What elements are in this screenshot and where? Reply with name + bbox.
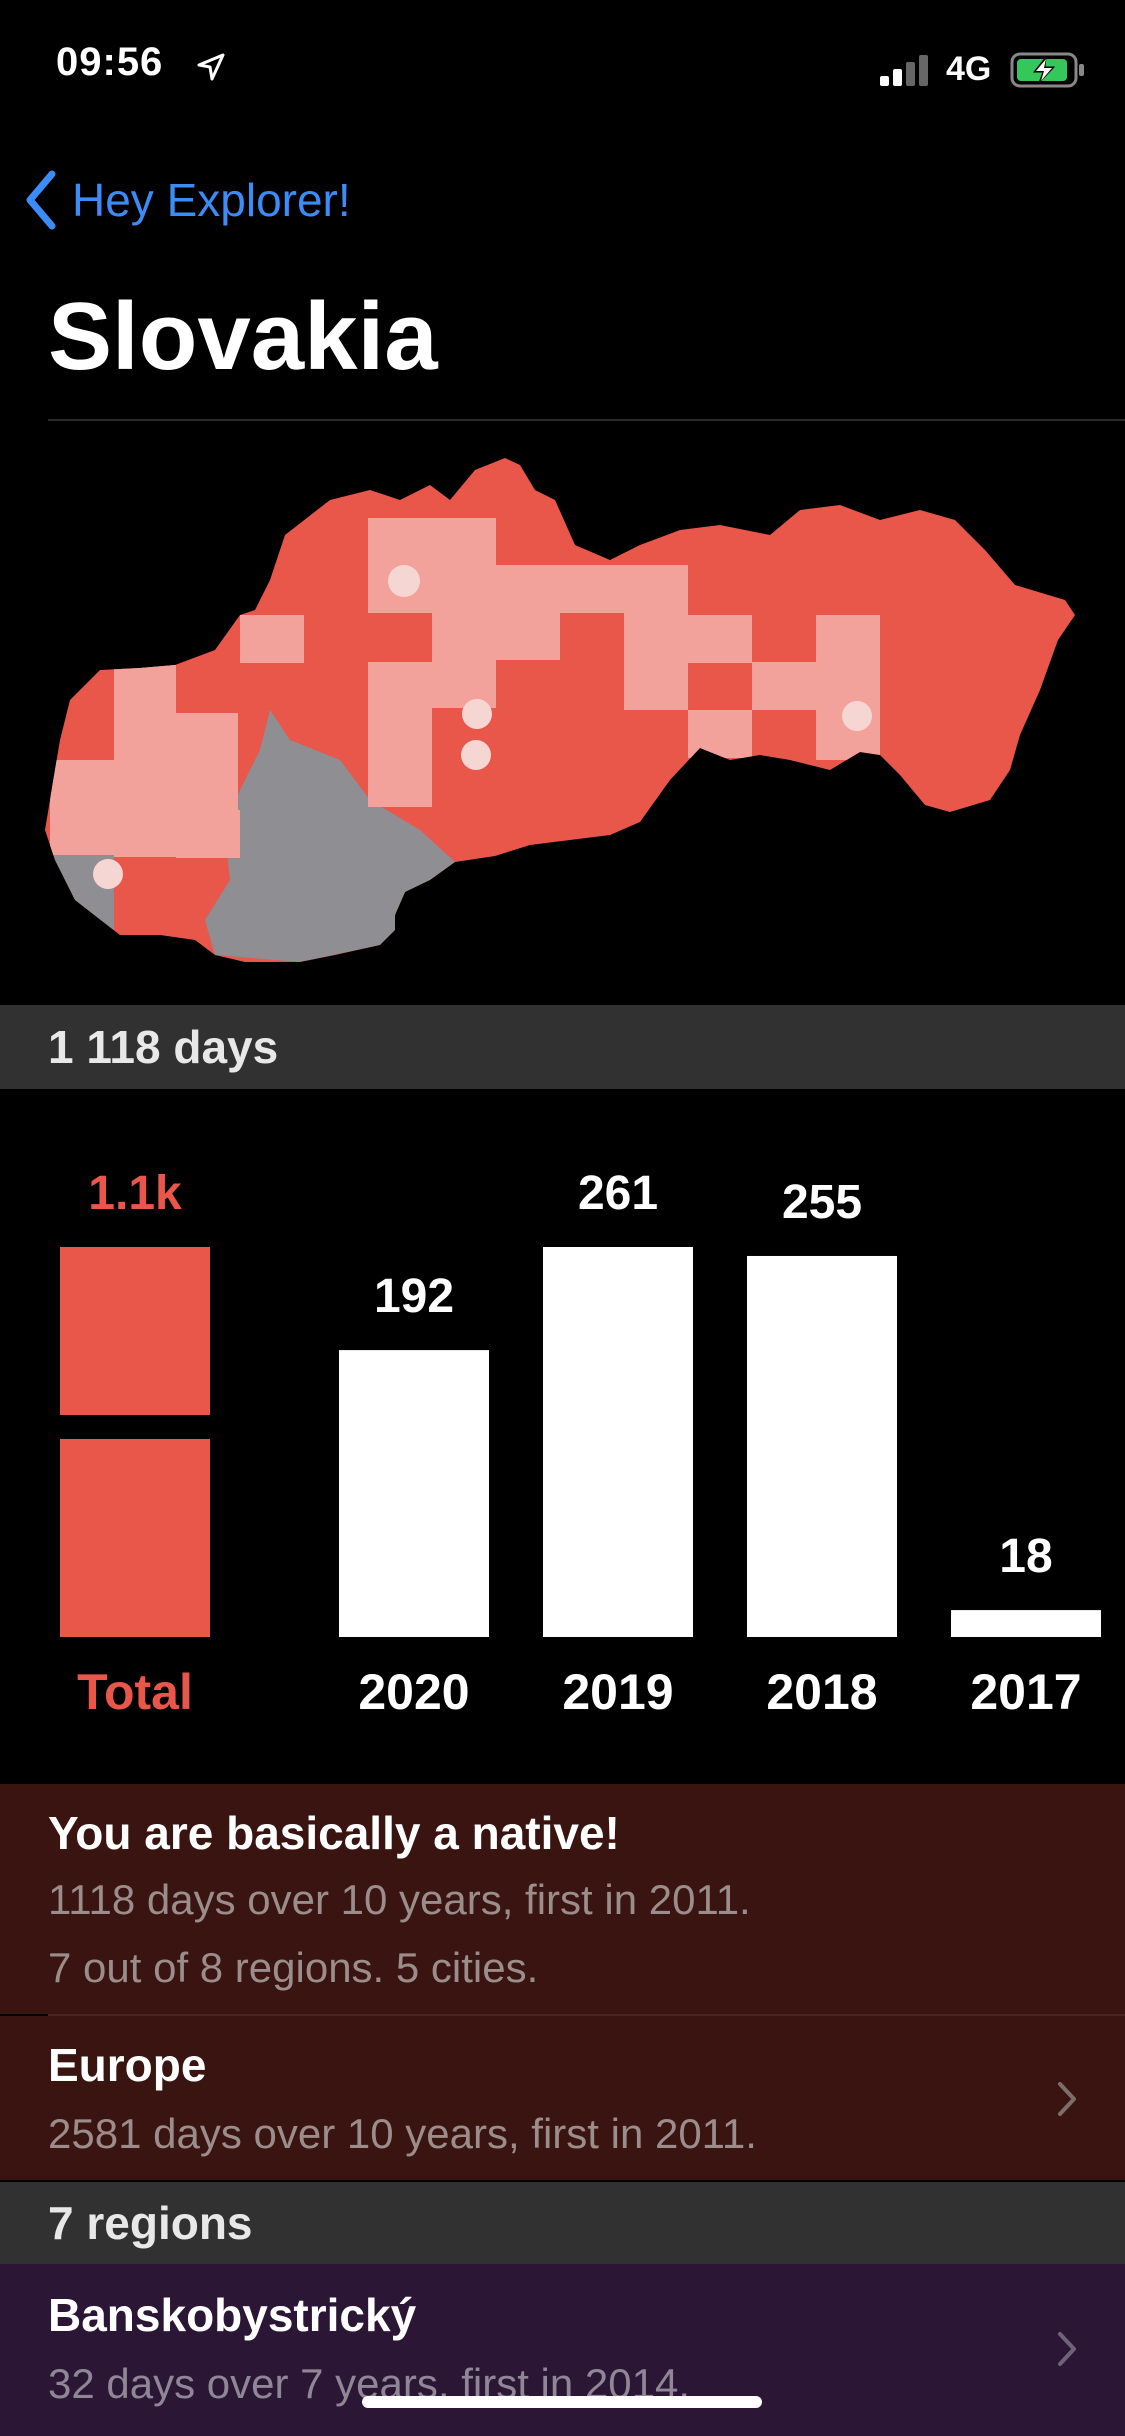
- chevron-right-icon: [1058, 2082, 1076, 2116]
- value-label-2019: 261: [578, 1167, 658, 1220]
- country-map[interactable]: [40, 448, 1085, 978]
- bar-2020: [339, 1350, 489, 1637]
- network-type: 4G: [946, 50, 992, 88]
- region-title: Banskobystrický: [48, 2289, 417, 2341]
- days-section-header: 1 118 days: [0, 1005, 1125, 1089]
- bar-2019: [543, 1247, 693, 1637]
- category-label-2018: 2018: [766, 1664, 877, 1720]
- chevron-left-icon: [26, 170, 56, 230]
- category-label-2020: 2020: [358, 1664, 469, 1720]
- summary-detail-regions: 7 out of 8 regions. 5 cities.: [48, 1944, 539, 1991]
- europe-row[interactable]: [0, 2016, 1125, 2180]
- days-bar-chart[interactable]: 1.1k Total 192 2020 261 2019 255 2018 18 2017: [0, 1112, 1125, 1752]
- page-title: Slovakia: [48, 283, 438, 390]
- value-label-2017: 18: [999, 1530, 1052, 1583]
- bar-2018: [747, 1255, 897, 1637]
- bar-2017: [951, 1610, 1101, 1637]
- chevron-right-icon: [1058, 2332, 1076, 2366]
- location-arrow-icon: [197, 53, 225, 81]
- category-label-2019: 2019: [562, 1664, 673, 1720]
- row-divider: [48, 2014, 1125, 2016]
- title-divider: [48, 419, 1125, 421]
- back-button[interactable]: Hey Explorer!: [24, 165, 351, 235]
- europe-title: Europe: [48, 2039, 207, 2091]
- value-label-2018: 255: [782, 1176, 862, 1229]
- europe-subtitle: 2581 days over 10 years, first in 2011.: [48, 2110, 757, 2157]
- cellular-signal-icon: [880, 55, 928, 86]
- status-time: 09:56: [56, 40, 164, 84]
- summary-title: You are basically a native!: [48, 1807, 620, 1859]
- bar-total-upper: [60, 1247, 210, 1415]
- category-label-Total: Total: [77, 1664, 193, 1720]
- back-label: Hey Explorer!: [72, 174, 351, 226]
- bar-total-lower: [60, 1439, 210, 1637]
- category-label-2017: 2017: [970, 1664, 1081, 1720]
- summary-card: [0, 1784, 1125, 2014]
- summary-detail-days: 1118 days over 10 years, first in 2011.: [48, 1876, 751, 1923]
- battery-charging-icon: [1010, 52, 1084, 88]
- value-label-Total: 1.1k: [88, 1167, 182, 1220]
- regions-section-header: 7 regions: [0, 2182, 1125, 2264]
- value-label-2020: 192: [374, 1270, 454, 1323]
- home-indicator: [362, 2396, 762, 2408]
